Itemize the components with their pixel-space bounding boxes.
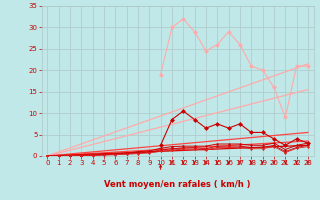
X-axis label: Vent moyen/en rafales ( km/h ): Vent moyen/en rafales ( km/h ) — [104, 180, 251, 189]
